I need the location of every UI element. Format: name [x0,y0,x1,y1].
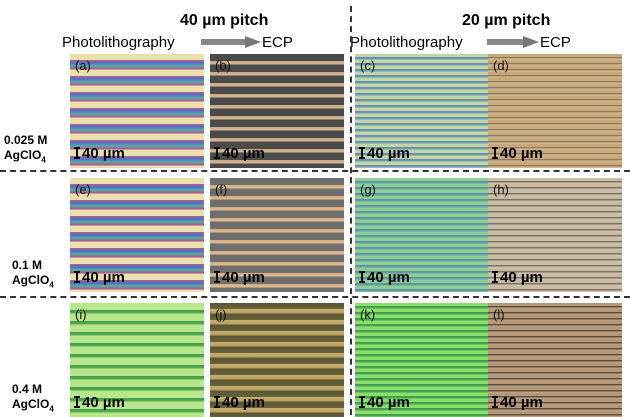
micrograph-image [210,303,344,417]
subtitle-photolithography-right: Photolithography [350,34,463,51]
scale-bar-label: 40 µm [82,269,125,286]
arrow-right-icon [487,36,539,48]
concentration-label: 0.1 M [12,258,43,272]
scale-bar-label: 40 µm [222,394,265,411]
scale-bar-icon [492,396,498,408]
scale-bar-label: 40 µm [500,394,543,411]
micrograph-image [70,54,204,168]
row-divider [0,296,630,298]
micrograph-panel: (i) 40 µm [70,303,204,417]
scale-bar-icon [74,271,80,283]
scale-bar-label: 40 µm [222,145,265,162]
scale-bar-label: 40 µm [500,145,543,162]
scale-bar-icon [214,147,220,159]
micrograph-image [488,54,622,168]
subtitle-ecp-right: ECP [540,34,571,51]
scale-bar: 40 µm [74,394,125,411]
micrograph-panel: (g) 40 µm [355,178,489,292]
scale-bar-icon [74,147,80,159]
scale-bar: 40 µm [359,269,410,286]
scale-bar: 40 µm [214,394,265,411]
panel-label: (l) [493,307,505,322]
micrograph-panel: (j) 40 µm [210,303,344,417]
scale-bar: 40 µm [492,145,543,162]
concentration-label: 0.025 M [4,133,48,147]
row-label-04: 0.4 M AgClO4 [12,382,54,416]
micrograph-panel: (d) 40 µm [488,54,622,168]
vertical-divider [350,6,352,415]
scale-bar: 40 µm [492,269,543,286]
scale-bar: 40 µm [214,269,265,286]
micrograph-panel: (a) 40 µm [70,54,204,168]
micrograph-panel: (l) 40 µm [488,303,622,417]
scale-bar: 40 µm [359,394,410,411]
panel-label: (e) [75,182,91,197]
panel-label: (h) [493,182,509,197]
micrograph-image [210,54,344,168]
panel-label: (f) [215,182,228,197]
micrograph-image [355,178,489,292]
micrograph-image [210,178,344,292]
scale-bar-label: 40 µm [82,145,125,162]
micrograph-image [355,303,489,417]
micrograph-panel: (e) 40 µm [70,178,204,292]
micrograph-panel: (c) 40 µm [355,54,489,168]
row-divider [0,170,630,172]
micrograph-panel: (b) 40 µm [210,54,344,168]
scale-bar-icon [214,396,220,408]
scale-bar-label: 40 µm [82,394,125,411]
scale-bar-label: 40 µm [222,269,265,286]
scale-bar-icon [359,147,365,159]
micrograph-panel: (k) 40 µm [355,303,489,417]
subtitle-ecp-left: ECP [262,34,293,51]
micrograph-image [70,303,204,417]
salt-label: AgClO4 [4,148,46,165]
scale-bar-icon [359,271,365,283]
salt-label: AgClO4 [12,397,54,414]
scale-bar-label: 40 µm [367,394,410,411]
scale-bar: 40 µm [492,394,543,411]
scale-bar-label: 40 µm [367,269,410,286]
panel-label: (j) [215,307,227,322]
scale-bar-label: 40 µm [500,269,543,286]
column-title-40um: 40 µm pitch [180,12,269,29]
scale-bar-label: 40 µm [367,145,410,162]
micrograph-image [355,54,489,168]
arrow-right-icon [201,36,261,48]
scale-bar: 40 µm [74,269,125,286]
scale-bar-icon [492,271,498,283]
row-label-0025: 0.025 M AgClO4 [4,133,47,167]
scale-bar-icon [359,396,365,408]
micrograph-panel: (h) 40 µm [488,178,622,292]
column-title-20um: 20 µm pitch [462,12,551,29]
panel-label: (g) [360,182,376,197]
panel-label: (a) [75,58,91,73]
scale-bar-icon [492,147,498,159]
scale-bar: 40 µm [359,145,410,162]
scale-bar: 40 µm [214,145,265,162]
panel-label: (k) [360,307,376,322]
scale-bar-icon [214,271,220,283]
salt-label: AgClO4 [12,273,54,290]
panel-label: (c) [360,58,376,73]
scale-bar: 40 µm [74,145,125,162]
panel-label: (b) [215,58,231,73]
scale-bar-icon [74,396,80,408]
micrograph-image [488,178,622,292]
micrograph-panel: (f) 40 µm [210,178,344,292]
micrograph-image [70,178,204,292]
micrograph-image [488,303,622,417]
panel-label: (i) [75,307,87,322]
row-label-01: 0.1 M AgClO4 [12,258,54,292]
subtitle-photolithography-left: Photolithography [62,34,175,51]
concentration-label: 0.4 M [12,382,43,396]
panel-label: (d) [493,58,509,73]
